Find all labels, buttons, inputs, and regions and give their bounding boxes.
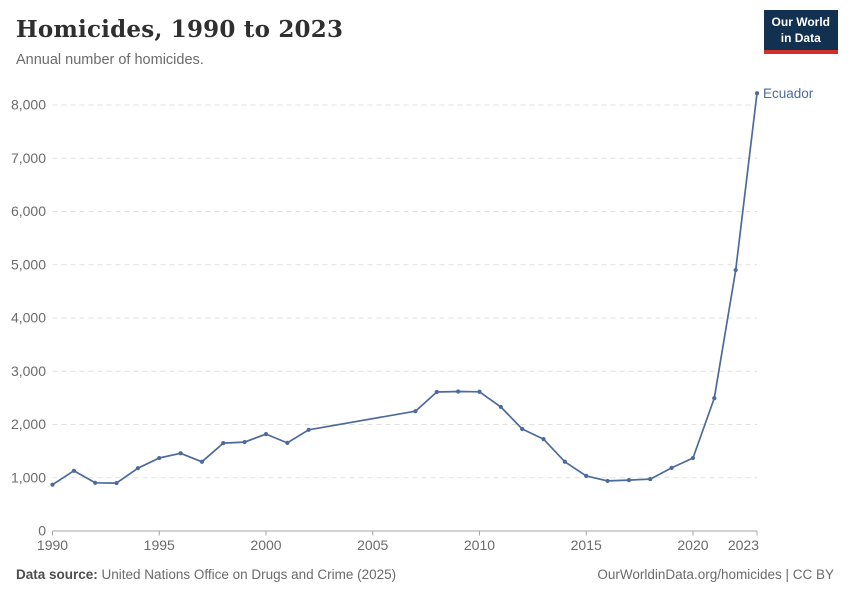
- entity-label-ecuador[interactable]: Ecuador: [763, 86, 814, 101]
- y-axis-tick-label: 2,000: [11, 416, 46, 432]
- data-point-2023[interactable]: [754, 91, 760, 96]
- data-point-2007[interactable]: [413, 409, 418, 414]
- data-point-1998[interactable]: [221, 441, 226, 446]
- owid-logo-line2: in Data: [780, 30, 821, 45]
- data-point-2018[interactable]: [648, 476, 653, 482]
- y-axis-tick-label: 7,000: [11, 150, 46, 166]
- data-point-1993[interactable]: [114, 480, 119, 486]
- x-axis-tick-label: 2000: [250, 537, 281, 553]
- data-point-2012[interactable]: [520, 426, 525, 432]
- data-point-2009[interactable]: [456, 389, 461, 394]
- data-point-2001[interactable]: [285, 440, 290, 445]
- y-axis-tick-label: 1,000: [11, 469, 46, 485]
- owid-logo[interactable]: Our World in Data: [763, 10, 838, 55]
- data-point-2010[interactable]: [477, 389, 482, 394]
- x-axis-tick-label: 1995: [144, 537, 175, 553]
- data-point-2015[interactable]: [584, 473, 589, 478]
- data-point-2014[interactable]: [562, 459, 567, 464]
- y-axis-tick-label: 4,000: [11, 310, 46, 326]
- series-line-ecuador: [51, 92, 758, 486]
- y-axis-tick-label: 6,000: [11, 203, 46, 219]
- data-point-1997[interactable]: [199, 459, 205, 464]
- data-point-2021[interactable]: [712, 396, 717, 401]
- data-point-2013[interactable]: [541, 437, 546, 442]
- data-point-1990[interactable]: [50, 482, 55, 487]
- x-axis-tick-label: 2015: [571, 537, 602, 553]
- chart-footer: Data source: United Nations Office on Dr…: [16, 567, 834, 582]
- data-point-1994[interactable]: [135, 466, 140, 471]
- y-axis-tick-label: 5,000: [11, 256, 46, 272]
- chart-subtitle: Annual number of homicides.: [16, 52, 204, 68]
- data-point-2019[interactable]: [669, 465, 674, 470]
- owid-logo-line1: Our World: [771, 15, 830, 29]
- data-point-1992[interactable]: [93, 480, 98, 485]
- y-axis-tick-label: 0: [38, 523, 46, 539]
- x-axis-tick-label: 2020: [677, 537, 708, 553]
- attribution-link[interactable]: OurWorldinData.org/homicides | CC BY: [597, 567, 834, 582]
- data-point-1995[interactable]: [157, 455, 162, 461]
- data-point-1999[interactable]: [242, 439, 247, 445]
- data-point-2008[interactable]: [434, 389, 439, 395]
- line-chart-canvas[interactable]: 0 1,000 2,000 3,000 4,000 5,000 6,000 7,000 8,00…: [0, 0, 850, 560]
- data-point-2022[interactable]: [733, 267, 738, 273]
- chart-title: Homicides, 1990 to 2023: [16, 16, 344, 43]
- x-axis-tick-label: 2010: [464, 537, 495, 553]
- x-axis-tick-label: 1990: [37, 537, 68, 553]
- data-source-text: United Nations Office on Drugs and Crime…: [97, 567, 397, 582]
- data-point-2002[interactable]: [306, 427, 311, 432]
- y-axis-tick-label: 3,000: [11, 363, 46, 379]
- data-point-2000[interactable]: [263, 431, 269, 437]
- data-point-2017[interactable]: [626, 478, 632, 483]
- data-point-2011[interactable]: [498, 404, 503, 410]
- data-source-line: Data source: United Nations Office on Dr…: [16, 567, 396, 582]
- x-axis-tick-label: 2005: [357, 537, 388, 553]
- y-axis-tick-label: 8,000: [11, 97, 46, 113]
- data-point-2016[interactable]: [605, 478, 610, 484]
- x-axis-tick-label: 2023: [728, 537, 759, 553]
- data-source-label: Data source:: [16, 567, 98, 582]
- data-point-1991[interactable]: [71, 468, 76, 473]
- data-point-2020[interactable]: [690, 455, 696, 461]
- data-point-1996[interactable]: [178, 451, 183, 456]
